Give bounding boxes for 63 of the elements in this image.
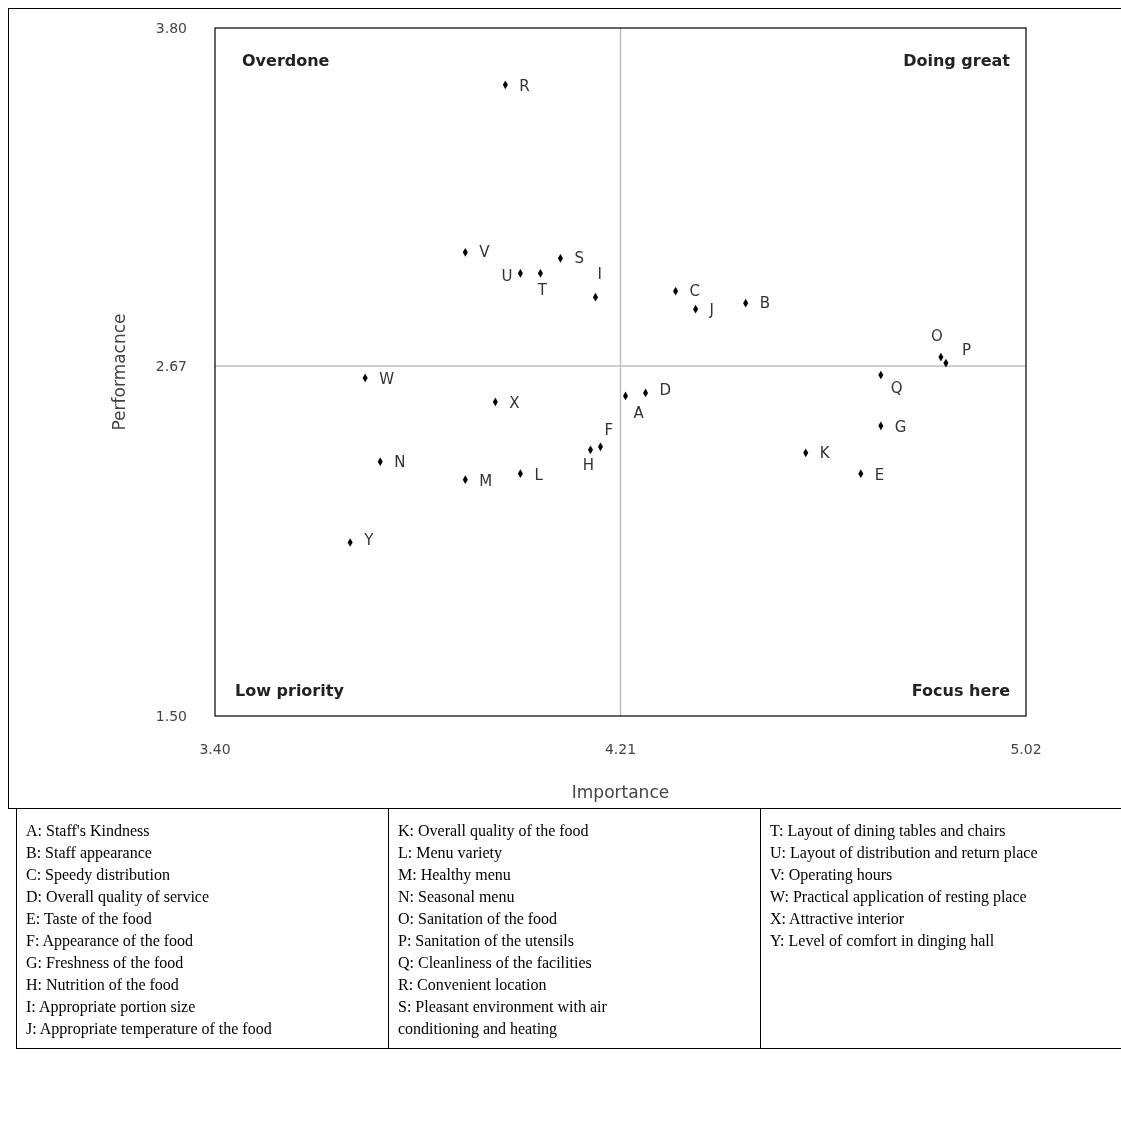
- text: Y: Level of comfort in dinging hall: [770, 932, 995, 950]
- annotation: X: [509, 393, 520, 412]
- annotation: R: [519, 76, 530, 95]
- text: R: Convenient location: [398, 976, 547, 993]
- annotation: Y: [363, 530, 375, 549]
- annotation: K: [819, 443, 831, 462]
- annotation: N: [394, 452, 406, 471]
- annotation: L: [534, 465, 544, 484]
- text: A: Staff's Kindness: [26, 822, 150, 839]
- y-tick-label: 3.80: [155, 20, 187, 36]
- annotation: A: [633, 403, 645, 422]
- text: C: Speedy distribution: [26, 866, 170, 884]
- text: F: Appearance of the food: [26, 932, 194, 950]
- annotation: T: [536, 281, 548, 300]
- annotation: Low priority: [235, 681, 345, 700]
- text: P: Sanitation of the utensils: [398, 932, 574, 949]
- text: S: Pleasant environment with air conditioning and heating: [398, 998, 608, 1038]
- annotation: Focus here: [911, 681, 1011, 700]
- x-axis-title: Importance: [571, 782, 670, 802]
- text: O: Sanitation of the food: [398, 910, 558, 927]
- annotation: D: [659, 380, 672, 399]
- annotation: Q: [890, 378, 903, 397]
- annotation: J: [708, 301, 715, 320]
- text: B: Staff appearance: [26, 844, 152, 862]
- annotation: G: [894, 417, 907, 436]
- text: N: Seasonal menu: [398, 888, 515, 905]
- x-tick-label: 4.21: [604, 741, 637, 757]
- text: W: Practical application of resting place: [770, 888, 1027, 906]
- x-tick-label: 5.02: [1010, 741, 1042, 757]
- annotation: F: [604, 420, 614, 439]
- text: J: Appropriate temperature of the food: [26, 1020, 272, 1038]
- x-tick-label: 3.40: [199, 741, 231, 757]
- point: [622, 391, 629, 401]
- text: U: Layout of distribution and return place: [770, 844, 1038, 862]
- annotation: Doing great: [903, 51, 1011, 70]
- y-tick-label: 2.67: [155, 358, 187, 375]
- text: X: Attractive interior: [770, 910, 905, 927]
- text: G: Freshness of the food: [26, 954, 184, 971]
- annotation: V: [479, 243, 491, 262]
- annotation: P: [961, 341, 971, 360]
- text: M: Healthy menu: [398, 866, 511, 884]
- text: T: Layout of dining tables and chairs: [770, 822, 1006, 840]
- text: L: Menu variety: [398, 844, 502, 862]
- annotation: Overdone: [242, 51, 330, 70]
- annotation: U: [501, 267, 513, 286]
- annotation: E: [874, 465, 885, 484]
- annotation: O: [930, 327, 943, 346]
- text: I: Appropriate portion size: [26, 998, 196, 1016]
- text: V: Operating hours: [770, 866, 893, 884]
- text: K: Overall quality of the food: [398, 822, 589, 840]
- text: Q: Cleanliness of the facilities: [398, 954, 592, 971]
- text: D: Overall quality of service: [26, 888, 210, 906]
- annotation: S: [574, 249, 584, 268]
- annotation: I: [597, 265, 602, 284]
- y-axis-title: Performacnce: [109, 313, 129, 431]
- annotation: C: [689, 282, 701, 301]
- annotation: M: [479, 471, 493, 490]
- annotation: W: [379, 369, 395, 388]
- y-tick-label: 1.50: [155, 708, 187, 724]
- annotation: H: [582, 455, 595, 474]
- annotation: B: [759, 294, 770, 313]
- text: E: Taste of the food: [26, 910, 152, 927]
- text: H: Nutrition of the food: [26, 976, 179, 993]
